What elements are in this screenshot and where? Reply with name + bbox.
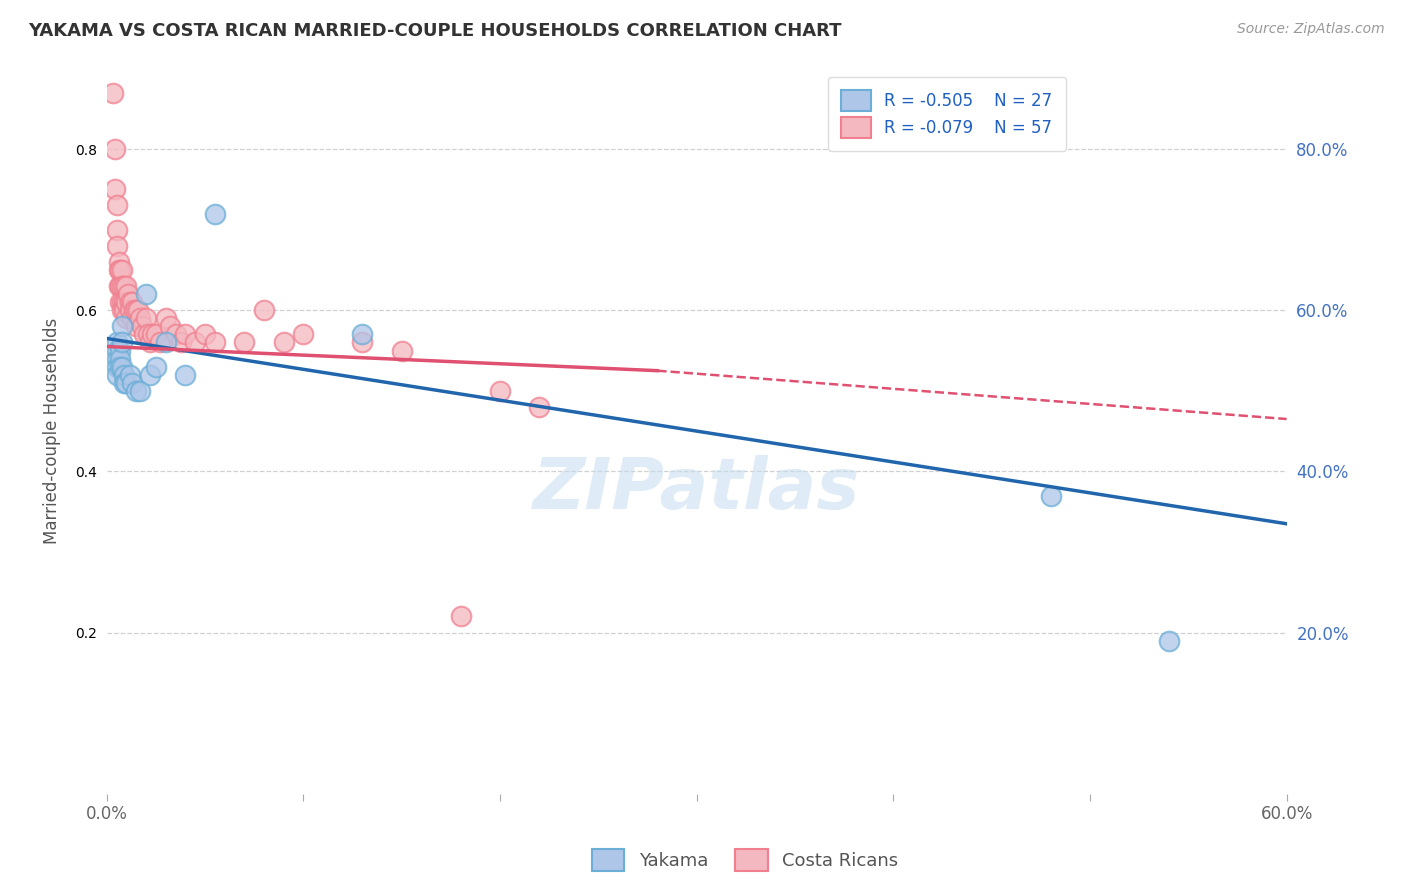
Point (131, 319, 153, 334)
Point (174, 327, 197, 342)
Point (111, 303, 134, 318)
Point (117, 287, 139, 301)
Point (104, 182, 127, 196)
Point (105, 222, 128, 236)
Point (127, 303, 149, 318)
Point (105, 239, 128, 253)
Point (155, 335, 177, 350)
Point (110, 359, 132, 374)
Point (273, 335, 295, 350)
Point (450, 609, 472, 624)
Point (135, 287, 157, 301)
Point (110, 279, 132, 293)
Point (112, 303, 135, 318)
Point (122, 303, 145, 318)
Point (115, 311, 138, 326)
Point (170, 335, 193, 350)
Point (111, 359, 134, 374)
Point (105, 343, 128, 358)
Point (107, 255, 129, 269)
Point (174, 368, 197, 382)
Point (110, 295, 132, 310)
Point (125, 384, 148, 398)
Point (111, 335, 134, 350)
Point (112, 295, 135, 310)
Point (115, 295, 138, 310)
Text: YAKAMA VS COSTA RICAN MARRIED-COUPLE HOUSEHOLDS CORRELATION CHART: YAKAMA VS COSTA RICAN MARRIED-COUPLE HOU… (28, 22, 842, 40)
Point (111, 263, 134, 277)
Point (105, 359, 128, 374)
Point (121, 295, 143, 310)
Point (204, 206, 226, 220)
Point (253, 303, 276, 318)
Legend: R = -0.505    N = 27, R = -0.079    N = 57: R = -0.505 N = 27, R = -0.079 N = 57 (828, 77, 1066, 151)
Point (1039, 489, 1062, 503)
Point (104, 142, 127, 156)
Point (204, 335, 226, 350)
Point (139, 368, 162, 382)
Point (110, 343, 132, 358)
Y-axis label: Married-couple Households: Married-couple Households (44, 318, 60, 544)
Point (115, 376, 138, 390)
Point (111, 295, 134, 310)
Point (352, 327, 374, 342)
Point (136, 327, 159, 342)
Point (120, 303, 142, 318)
Point (107, 263, 129, 277)
Text: ZIPatlas: ZIPatlas (533, 455, 860, 524)
Point (121, 376, 143, 390)
Point (139, 335, 162, 350)
Point (184, 335, 207, 350)
Point (391, 343, 413, 358)
Point (112, 376, 135, 390)
Point (145, 327, 167, 342)
Point (101, 86, 124, 100)
Point (155, 311, 177, 326)
Point (110, 351, 132, 366)
Point (1157, 633, 1180, 648)
Text: Source: ZipAtlas.com: Source: ZipAtlas.com (1237, 22, 1385, 37)
Point (112, 279, 135, 293)
Legend: Yakama, Costa Ricans: Yakama, Costa Ricans (585, 842, 905, 879)
Point (105, 351, 128, 366)
Point (129, 311, 152, 326)
Point (115, 279, 138, 293)
Point (111, 279, 134, 293)
Point (529, 400, 551, 414)
Point (135, 311, 157, 326)
Point (105, 335, 128, 350)
Point (165, 327, 187, 342)
Point (105, 198, 128, 212)
Point (107, 279, 129, 293)
Point (105, 368, 128, 382)
Point (489, 384, 512, 398)
Point (159, 319, 181, 334)
Point (110, 263, 132, 277)
Point (125, 319, 148, 334)
Point (132, 327, 155, 342)
Point (125, 303, 148, 318)
Point (141, 327, 163, 342)
Point (111, 319, 134, 334)
Point (120, 368, 142, 382)
Point (292, 327, 315, 342)
Point (149, 335, 172, 350)
Point (352, 335, 374, 350)
Point (112, 368, 135, 382)
Point (129, 384, 152, 398)
Point (120, 295, 142, 310)
Point (194, 327, 217, 342)
Point (121, 311, 143, 326)
Point (145, 359, 167, 374)
Point (233, 335, 256, 350)
